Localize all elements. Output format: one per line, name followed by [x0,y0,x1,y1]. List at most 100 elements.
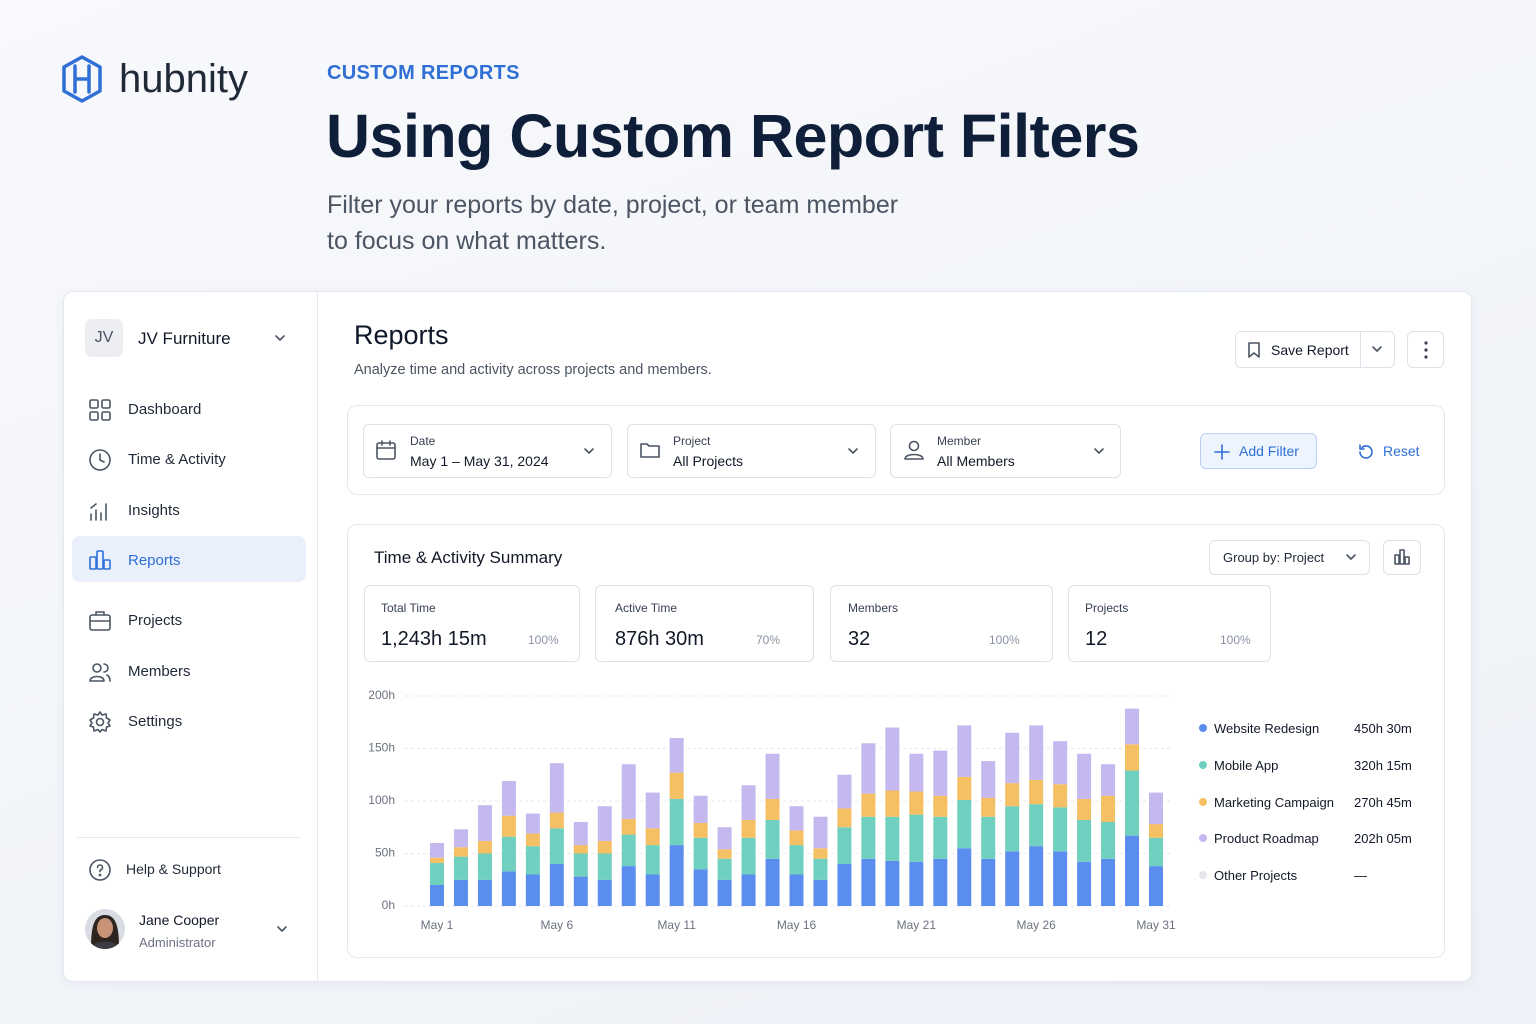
filter-value[interactable]: All Members [937,453,1015,469]
bar-segment [717,827,732,850]
chart-icon [1394,549,1410,565]
filter-dropdown[interactable] [890,424,1121,478]
bar-segment [597,840,612,854]
bar-segment [717,879,732,906]
bar-segment [501,836,516,872]
bar-segment [549,864,564,906]
group-by-label[interactable]: Group by: Project [1223,550,1325,565]
bar-segment [501,871,516,906]
chevron[interactable] [582,444,596,458]
chevron[interactable] [846,444,860,458]
group-by-dropdown[interactable] [1209,540,1370,575]
reports-title: Reports [354,320,449,350]
bar-segment [1077,861,1092,906]
bar-segment [1149,824,1163,838]
filter-label: Member [937,434,982,448]
bar-segment [621,834,636,867]
bar-segment [813,879,828,906]
stat-card [830,585,1053,662]
bar-segment [453,847,468,857]
bar-segment [933,816,948,859]
bar-segment [645,792,660,829]
save-report-button[interactable] [1235,331,1395,368]
bar-segment [573,845,588,854]
chevron[interactable] [275,922,289,936]
filter-label: Date [410,434,436,448]
legend-total: 270h 45m [1354,795,1412,810]
bar-segment [765,819,780,859]
workspace-initials: JV [94,329,114,346]
bar-segment [693,837,708,870]
bar-segment [813,848,828,859]
x-tick-label: May 26 [1016,918,1056,932]
chevron[interactable] [1370,342,1384,356]
stat-label: Total Time [381,601,436,615]
bar-segment [1149,866,1163,906]
x-tick-label: May 21 [897,918,937,932]
nav-icon [90,503,107,521]
bar-segment [693,869,708,906]
bar-segment [1149,837,1163,867]
nav-label[interactable]: Reports [128,552,181,569]
bar-segment [1077,753,1092,799]
brand-name: hubnity [119,57,248,101]
add-filter-button[interactable] [1200,433,1317,469]
bar-segment [549,828,564,864]
bar-segment [837,808,852,828]
reset-link[interactable]: Reset [1383,443,1420,459]
nav-label[interactable]: Settings [128,713,183,730]
nav-label[interactable]: Insights [128,502,180,519]
nav-icon [89,611,111,631]
nav-label[interactable]: Time & Activity [128,451,226,468]
bar-segment [1077,819,1092,862]
nav-label[interactable]: Members [128,663,191,680]
nav-label[interactable]: Projects [128,612,183,629]
bar-segment [1125,708,1140,745]
bar-segment [669,772,684,799]
chevron[interactable] [1092,444,1106,458]
nav-label[interactable]: Dashboard [128,401,202,418]
eyebrow: CUSTOM REPORTS [327,62,520,84]
bar-segment [573,853,588,877]
stat-value: 32 [848,628,871,650]
bar-segment [909,814,924,862]
kebab-icon [1424,341,1428,359]
legend-total: 450h 30m [1354,721,1412,736]
page-title: Using Custom Report Filters [326,102,1140,170]
filter-dropdown[interactable] [627,424,876,478]
bar-segment [477,805,492,841]
filter-value[interactable]: All Projects [673,453,744,469]
bar-segment [861,816,876,859]
filter-value[interactable]: May 1 – May 31, 2024 [410,453,549,469]
bar-segment [669,738,684,773]
subtitle-line: to focus on what matters. [327,227,607,255]
add-filter-label[interactable]: Add Filter [1239,443,1299,459]
stat-card [595,585,814,662]
bar-segment [597,879,612,906]
save-report-label[interactable]: Save Report [1271,342,1349,358]
chevron[interactable] [1344,550,1358,564]
workspace-name[interactable]: JV Furniture [138,329,231,348]
bar-segment [525,874,540,906]
bar-segment [789,830,804,846]
legend-name: Product Roadmap [1214,831,1319,846]
filter-dropdown[interactable] [363,424,612,478]
help-icon [89,859,111,881]
chevron[interactable] [273,331,287,345]
help-link[interactable]: Help & Support [126,861,221,877]
stat-label: Active Time [615,601,678,615]
stat-card [364,585,580,662]
bar-segment [789,845,804,875]
chart-type-button[interactable] [1383,540,1421,575]
stat-share: 100% [1220,633,1251,647]
bar-segment [861,793,876,817]
bar-segment [573,876,588,906]
nav-icon [89,449,111,471]
reset-icon [1359,444,1373,459]
bar-segment [933,795,948,817]
bar-segment [525,813,540,834]
bar-segment [453,879,468,906]
bar-segment [1029,780,1044,805]
bar-segment [885,790,900,817]
bar-segment [957,848,972,906]
